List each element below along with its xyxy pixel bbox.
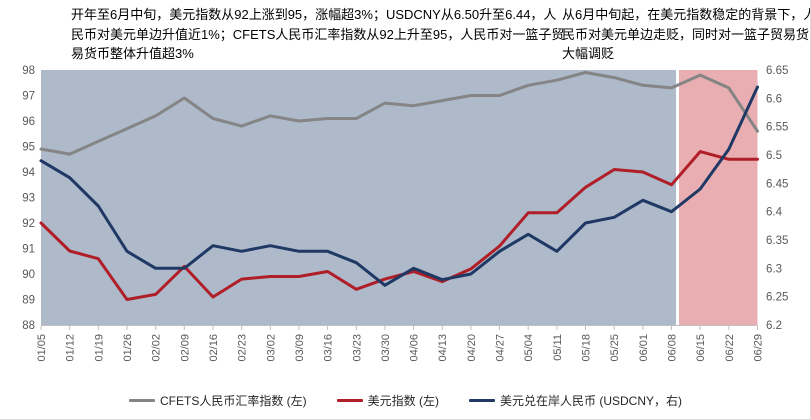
annotation-right-line3: 大幅调贬 bbox=[562, 46, 615, 61]
annotation-right-line2: 民币对美元单边走贬，同时对一篮子贸易货币 bbox=[562, 26, 811, 42]
x-axis-label: 05/18 bbox=[581, 334, 593, 362]
left-axis-label: 96 bbox=[22, 116, 35, 128]
right-axis-label: 6.3 bbox=[766, 263, 782, 275]
x-axis-label: 03/23 bbox=[351, 334, 363, 362]
x-axis-label: 04/20 bbox=[466, 334, 478, 362]
annotation-left: 开年至6月中旬，美元指数从92上涨到95，涨幅超3%；USDCNY从6.50升至… bbox=[71, 5, 564, 64]
x-axis-label: 02/23 bbox=[237, 334, 249, 362]
right-axis-label: 6.25 bbox=[766, 292, 788, 304]
region-before-mid-june bbox=[41, 70, 677, 325]
left-axis-label: 93 bbox=[22, 193, 35, 205]
x-axis-label: 04/06 bbox=[409, 334, 421, 362]
left-axis-label: 90 bbox=[22, 269, 35, 281]
legend-label: 美元兑在岸人民币 (USDCNY，右) bbox=[500, 394, 682, 408]
annotation-left-line1: 开年至6月中旬，美元指数从92上涨到95，涨幅超3%；USDCNY从6.50升至… bbox=[71, 7, 557, 22]
left-axis-label: 95 bbox=[22, 142, 35, 154]
x-axis-label: 01/26 bbox=[122, 334, 134, 362]
left-axis-label: 89 bbox=[22, 295, 35, 307]
right-axis-label: 6.2 bbox=[766, 320, 782, 332]
x-axis-label: 03/30 bbox=[380, 334, 392, 362]
left-axis-label: 97 bbox=[22, 91, 35, 103]
right-axis-label: 6.35 bbox=[766, 235, 788, 247]
cfets-index-line bbox=[39, 71, 759, 156]
legend: CFETS人民币汇率指数 (左) 美元指数 (左) 美元兑在岸人民币 (USDCNY… bbox=[0, 392, 810, 409]
legend-line-swatch bbox=[336, 398, 363, 403]
legend-line-swatch bbox=[129, 398, 155, 403]
x-axis-label: 02/02 bbox=[151, 334, 163, 362]
left-axis-label: 94 bbox=[22, 167, 35, 179]
x-axis-label: 01/12 bbox=[65, 334, 77, 362]
x-axis-label: 06/15 bbox=[695, 334, 707, 362]
left-axis-label: 98 bbox=[22, 65, 35, 77]
annotation-right-line1: 从6月中旬起，在美元指数稳定的背景下，人 bbox=[562, 7, 811, 22]
legend-label: CFETS人民币汇率指数 (左) bbox=[160, 394, 307, 408]
x-axis-label: 04/27 bbox=[495, 334, 507, 362]
x-axis-label: 01/19 bbox=[93, 334, 105, 362]
legend-item-cfets-index: CFETS人民币汇率指数 (左) bbox=[129, 392, 307, 409]
legend-item-usdcny: 美元兑在岸人民币 (USDCNY，右) bbox=[469, 392, 682, 409]
right-axis-label: 6.5 bbox=[766, 150, 782, 162]
x-axis-label: 01/05 bbox=[36, 334, 48, 362]
left-axis-label: 92 bbox=[22, 218, 35, 230]
x-axis-label: 03/16 bbox=[323, 334, 335, 362]
annotation-right: 从6月中旬起，在美元指数稳定的背景下，人 民币对美元单边走贬，同时对一篮子贸易货… bbox=[562, 5, 811, 64]
left-axis-label: 91 bbox=[22, 244, 35, 256]
right-axis-label: 6.6 bbox=[766, 93, 782, 105]
x-axis-label: 05/04 bbox=[523, 334, 535, 362]
annotation-left-line3: 易货币整体升值超3% bbox=[71, 46, 194, 61]
left-axis-label: 88 bbox=[22, 320, 35, 332]
x-axis-label: 04/13 bbox=[437, 334, 449, 362]
legend-line-swatch bbox=[469, 398, 495, 403]
x-axis-label: 05/11 bbox=[552, 334, 564, 361]
x-axis-label: 06/22 bbox=[724, 334, 736, 362]
right-axis-label: 6.45 bbox=[766, 178, 788, 190]
x-axis-label: 06/08 bbox=[667, 334, 679, 362]
right-axis-label: 6.65 bbox=[766, 65, 788, 77]
legend-item-usd-index: 美元指数 (左) bbox=[336, 392, 439, 409]
x-axis-label: 02/09 bbox=[179, 334, 191, 362]
x-axis-label: 06/29 bbox=[753, 334, 765, 362]
right-axis-label: 6.4 bbox=[766, 207, 783, 219]
annotation-left-line2: 民币对美元单边升值近1%；CFETS人民币汇率指数从92上升至95，人民币对一篮… bbox=[71, 26, 565, 42]
x-axis-label: 03/02 bbox=[265, 334, 277, 362]
x-axis-label: 03/09 bbox=[294, 334, 306, 362]
right-axis-label: 6.55 bbox=[766, 122, 788, 134]
x-axis-label: 05/25 bbox=[609, 334, 621, 362]
x-axis-label: 02/16 bbox=[208, 334, 220, 362]
x-axis-label: 06/01 bbox=[638, 334, 650, 362]
legend-label: 美元指数 (左) bbox=[367, 394, 439, 408]
usdcny-line bbox=[39, 85, 759, 287]
